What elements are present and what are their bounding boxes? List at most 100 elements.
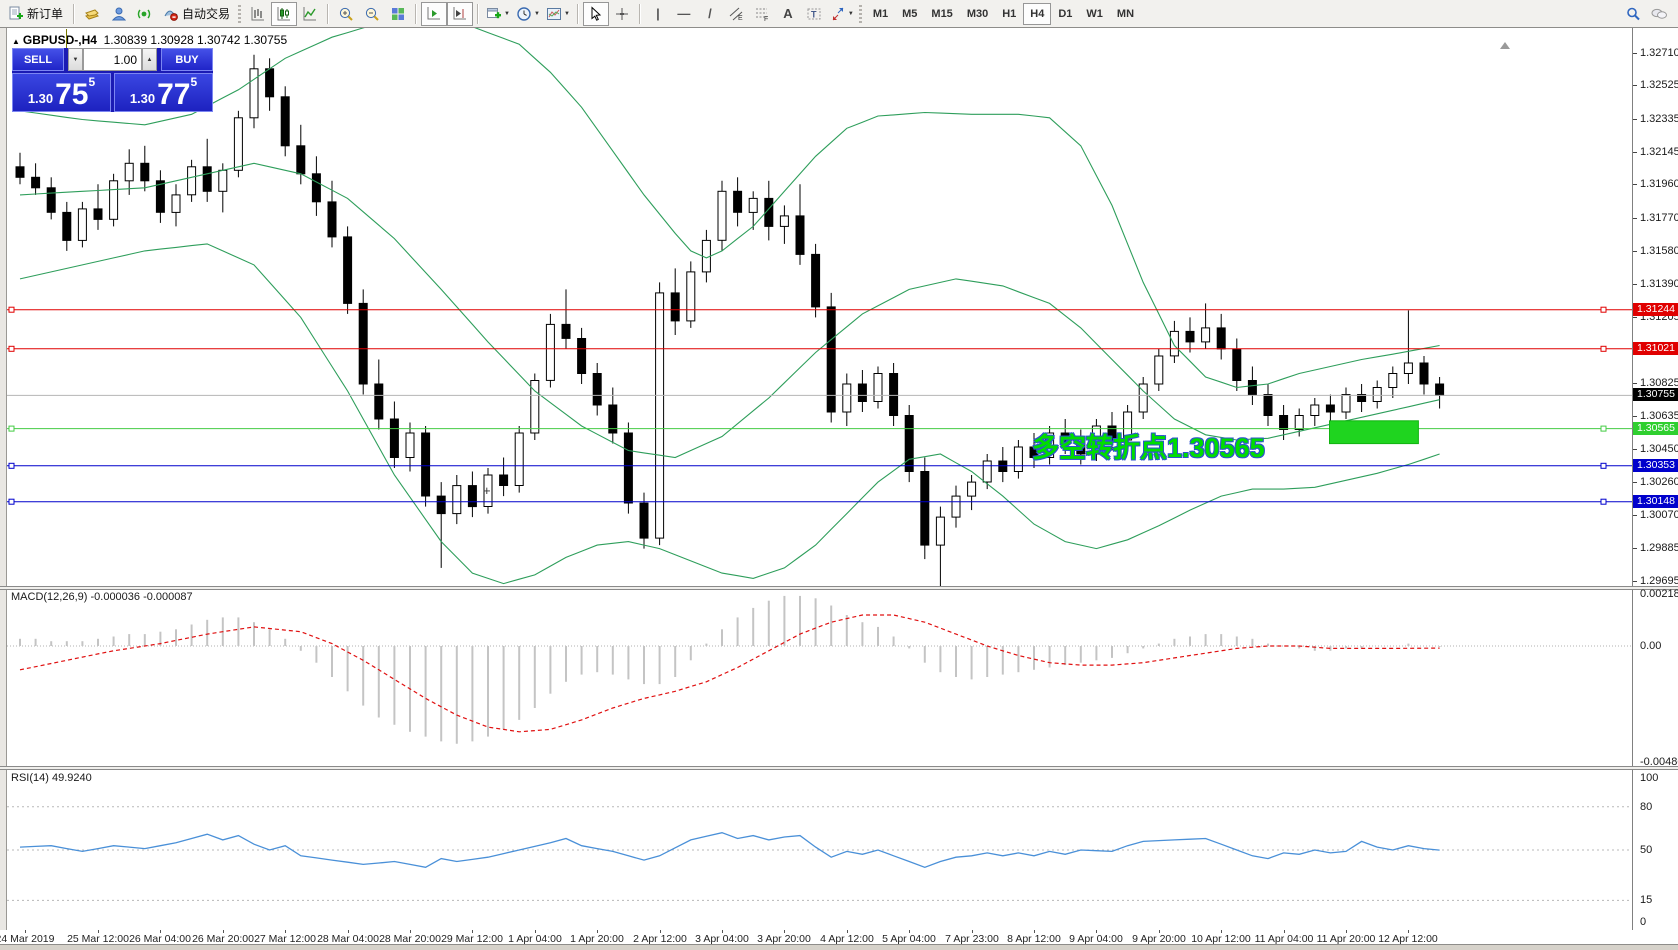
macd-panel-splitter[interactable] xyxy=(0,586,1678,590)
rsi-panel-splitter[interactable] xyxy=(0,766,1678,770)
buy-price-big: 77 xyxy=(157,78,191,111)
chart-shift-button[interactable] xyxy=(447,1,474,26)
vertical-line-button[interactable]: | xyxy=(645,2,671,26)
timeframe-MN[interactable]: MN xyxy=(1110,3,1141,25)
timeframe-H1[interactable]: H1 xyxy=(995,3,1023,25)
toolbar-separator xyxy=(73,3,76,24)
crosshair-button[interactable] xyxy=(609,2,635,26)
community-icon xyxy=(1651,8,1667,19)
equidistant-channel-icon: E xyxy=(729,7,743,22)
horizontal-scrollbar[interactable] xyxy=(0,944,1678,950)
timeframe-M1[interactable]: M1 xyxy=(866,3,895,25)
sell-button[interactable]: SELL xyxy=(12,48,64,71)
caret-up-icon: ▲ xyxy=(146,56,153,63)
collapse-arrow-icon: ▲ xyxy=(12,37,20,46)
price-axis-border xyxy=(1632,28,1633,930)
fibonacci-icon: F xyxy=(755,8,768,22)
periods-button[interactable]: ▼ xyxy=(513,2,543,26)
bar-chart-button[interactable] xyxy=(245,2,271,26)
new-chart-icon xyxy=(487,7,502,18)
search-icon xyxy=(1627,7,1640,20)
rsi-label: RSI(14) 49.9240 xyxy=(11,772,92,784)
text-label-icon: T xyxy=(807,8,821,19)
autotrading-icon xyxy=(164,10,178,21)
text-icon: A xyxy=(783,6,793,21)
svg-text:E: E xyxy=(738,15,743,22)
search-button[interactable] xyxy=(1620,2,1646,26)
timeframe-M15[interactable]: M15 xyxy=(924,3,959,25)
macd-label: MACD(12,26,9) -0.000036 -0.000087 xyxy=(11,591,193,603)
rsi-panel[interactable] xyxy=(7,770,1632,930)
text-label-button[interactable]: T xyxy=(801,2,827,26)
zoom-out-icon xyxy=(365,7,379,21)
trendline-icon: / xyxy=(708,6,712,21)
cursor-button[interactable] xyxy=(582,1,609,26)
templates-icon xyxy=(546,7,561,20)
profile-button[interactable] xyxy=(105,2,131,26)
plus-marker-object: + xyxy=(483,483,491,498)
trendline-button[interactable]: / xyxy=(697,2,723,26)
autotrading-label: 自动交易 xyxy=(182,7,231,21)
new-chart-button[interactable]: ▼ xyxy=(483,2,513,26)
sell-price[interactable]: 1.30 75 5 xyxy=(12,73,111,112)
zoom-out-button[interactable] xyxy=(359,2,385,26)
candlestick-chart-button[interactable] xyxy=(271,1,298,26)
volume-decrease-button[interactable]: ▼ xyxy=(68,48,83,71)
horizontal-line-button[interactable]: — xyxy=(671,2,697,26)
toolbar-grip xyxy=(858,4,862,23)
periods-icon xyxy=(517,6,531,21)
new-order-button[interactable]: 新订单 xyxy=(2,2,69,26)
market-watch-button[interactable] xyxy=(79,2,105,26)
toolbar-separator xyxy=(576,3,579,24)
caret-down-icon: ▼ xyxy=(72,56,79,63)
text-button[interactable]: A xyxy=(775,2,801,26)
chart-annotation-text[interactable]: 多空转折点1.30565 xyxy=(1032,433,1265,463)
toolbar-separator xyxy=(638,3,641,24)
symbol-header: ▲ GBPUSD-,H4 1.30839 1.30928 1.30742 1.30… xyxy=(12,33,287,47)
zoom-in-button[interactable] xyxy=(333,2,359,26)
buy-price[interactable]: 1.30 77 5 xyxy=(114,73,213,112)
price-chart[interactable] xyxy=(7,28,1632,586)
sell-price-big: 75 xyxy=(55,78,89,111)
auto-scroll-icon xyxy=(427,6,441,19)
date-axis: 24 Mar 2019 25 Mar 12:00 26 Mar 04:00 26 Ma… xyxy=(0,930,1678,945)
left-window-border xyxy=(0,28,7,950)
equidistant-channel-button[interactable]: E xyxy=(723,2,749,26)
timeframe-W1[interactable]: W1 xyxy=(1079,3,1110,25)
macd-panel[interactable] xyxy=(7,590,1632,766)
toolbar: 新订单 自动交易 xyxy=(0,0,1678,28)
chart-shift-marker[interactable] xyxy=(1500,42,1510,49)
cursor-icon xyxy=(591,5,602,21)
signals-button[interactable] xyxy=(131,2,157,26)
buy-price-sup: 5 xyxy=(190,75,198,89)
svg-text:F: F xyxy=(764,16,768,22)
timeframe-M5[interactable]: M5 xyxy=(895,3,924,25)
volume-increase-button[interactable]: ▲ xyxy=(142,48,157,71)
profile-icon xyxy=(111,7,127,20)
auto-scroll-button[interactable] xyxy=(421,1,448,26)
tile-windows-button[interactable] xyxy=(385,2,411,26)
new-order-label: 新订单 xyxy=(27,7,64,21)
chevron-down-icon: ▼ xyxy=(563,10,570,17)
community-button[interactable] xyxy=(1646,2,1672,26)
sell-price-main: 1.30 xyxy=(27,91,54,106)
buy-button[interactable]: BUY xyxy=(161,48,213,71)
timeframe-H4[interactable]: H4 xyxy=(1023,2,1052,25)
crosshair-icon xyxy=(615,7,628,20)
svg-text:T: T xyxy=(811,9,817,19)
volume-input[interactable] xyxy=(83,48,142,71)
timeframe-group: M1 M5 M15 M30 H1 H4 D1 W1 MN xyxy=(866,2,1141,25)
fibonacci-button[interactable]: F xyxy=(749,2,775,26)
arrows-button[interactable]: ▼ xyxy=(827,2,857,26)
timeframe-D1[interactable]: D1 xyxy=(1051,3,1079,25)
timeframe-M30[interactable]: M30 xyxy=(960,3,995,25)
chevron-down-icon: ▼ xyxy=(504,10,510,17)
autotrading-button[interactable]: 自动交易 xyxy=(157,2,236,26)
line-chart-icon xyxy=(303,6,317,20)
chevron-down-icon: ▼ xyxy=(847,10,854,17)
templates-button[interactable]: ▼ xyxy=(543,2,573,26)
toolbar-separator xyxy=(327,3,330,24)
line-chart-button[interactable] xyxy=(297,2,323,26)
horizontal-line-icon: — xyxy=(677,6,691,21)
